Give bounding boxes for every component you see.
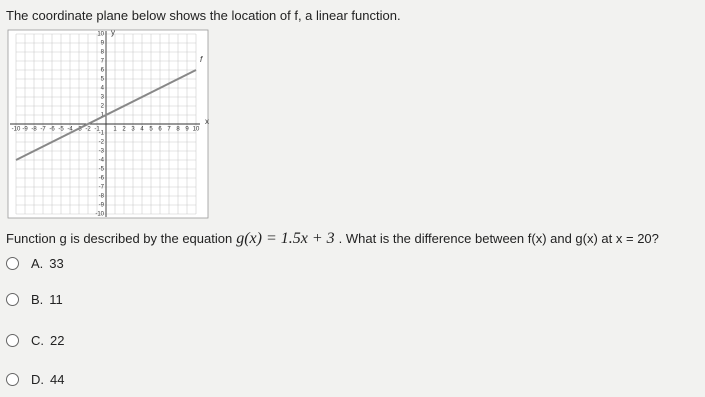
question-text: . What is the difference between f(x) an…	[338, 231, 659, 246]
x-tick-label: -7	[40, 127, 46, 133]
x-tick-label: -8	[31, 127, 37, 133]
option-letter: B.	[31, 292, 44, 307]
option[interactable]: A. 33	[6, 256, 64, 271]
x-tick-label: -5	[58, 127, 64, 133]
x-tick-label: 5	[149, 127, 153, 133]
y-tick-label: -3	[99, 149, 105, 155]
y-tick-label: -1	[99, 131, 105, 137]
x-tick-label: -4	[67, 127, 73, 133]
y-tick-label: 7	[101, 59, 105, 65]
radio-button[interactable]	[6, 257, 19, 270]
y-tick-label: 2	[101, 104, 105, 110]
coordinate-plane: -10 -9 -8 -7 -6 -5 -4 -3 -2 -1 1 2 3 4 5 6 7 8 9 10-10-9-8-…	[7, 28, 209, 219]
option-text: 22	[50, 333, 65, 348]
line-label: f	[200, 55, 203, 64]
option-text: 44	[50, 372, 65, 387]
option-letter: D.	[31, 372, 44, 387]
y-axis-label: y	[111, 28, 115, 37]
y-tick-label: -5	[99, 167, 105, 173]
y-tick-label: 4	[101, 86, 105, 92]
y-tick-label: 10	[97, 32, 104, 38]
radio-button[interactable]	[6, 373, 19, 386]
line-f	[15, 69, 197, 161]
x-tick-label: 6	[158, 127, 162, 133]
y-tick-label: -8	[99, 194, 105, 200]
option[interactable]: D. 44	[6, 372, 64, 387]
question-text: Function g is described by the equation	[6, 231, 233, 246]
radio-button[interactable]	[6, 293, 19, 306]
y-tick-label: 6	[101, 68, 105, 74]
radio-button[interactable]	[6, 334, 19, 347]
y-tick-label: -4	[99, 158, 105, 164]
x-tick-label: -9	[22, 127, 28, 133]
option-letter: A.	[31, 256, 44, 271]
y-tick-label: 8	[101, 50, 105, 56]
y-tick-label: -7	[99, 185, 105, 191]
option[interactable]: B. 11	[6, 292, 63, 307]
option-text: 11	[49, 292, 63, 307]
y-tick-label: 5	[101, 77, 105, 83]
x-tick-label: -1	[94, 127, 100, 133]
option[interactable]: C. 22	[6, 333, 64, 348]
option-letter: C.	[31, 333, 44, 348]
equation: g(x) = 1.5x + 3	[236, 230, 335, 247]
x-tick-label: 10	[193, 127, 200, 133]
x-tick-label: 8	[176, 127, 180, 133]
x-tick-label: -3	[76, 127, 82, 133]
y-tick-label: 9	[101, 41, 105, 47]
y-tick-label: -2	[99, 140, 105, 146]
y-tick-label: -9	[99, 203, 105, 209]
x-axis-label: x	[205, 117, 209, 126]
x-tick-label: -6	[49, 127, 55, 133]
x-tick-label: -2	[85, 127, 91, 133]
x-tick-label: 4	[140, 127, 144, 133]
x-tick-label: -10	[12, 127, 21, 133]
question: Function g is described by the equation g…	[6, 230, 659, 248]
y-tick-label: -10	[95, 212, 104, 218]
x-tick-label: 3	[131, 127, 135, 133]
x-tick-label: 2	[122, 127, 126, 133]
y-tick-label: 3	[101, 95, 105, 101]
option-text: 33	[49, 256, 64, 271]
x-tick-label: 1	[113, 127, 117, 133]
prompt: The coordinate plane below shows the loc…	[6, 8, 401, 23]
x-tick-label: 9	[185, 127, 189, 133]
x-tick-label: 7	[167, 127, 171, 133]
y-tick-label: -6	[99, 176, 105, 182]
